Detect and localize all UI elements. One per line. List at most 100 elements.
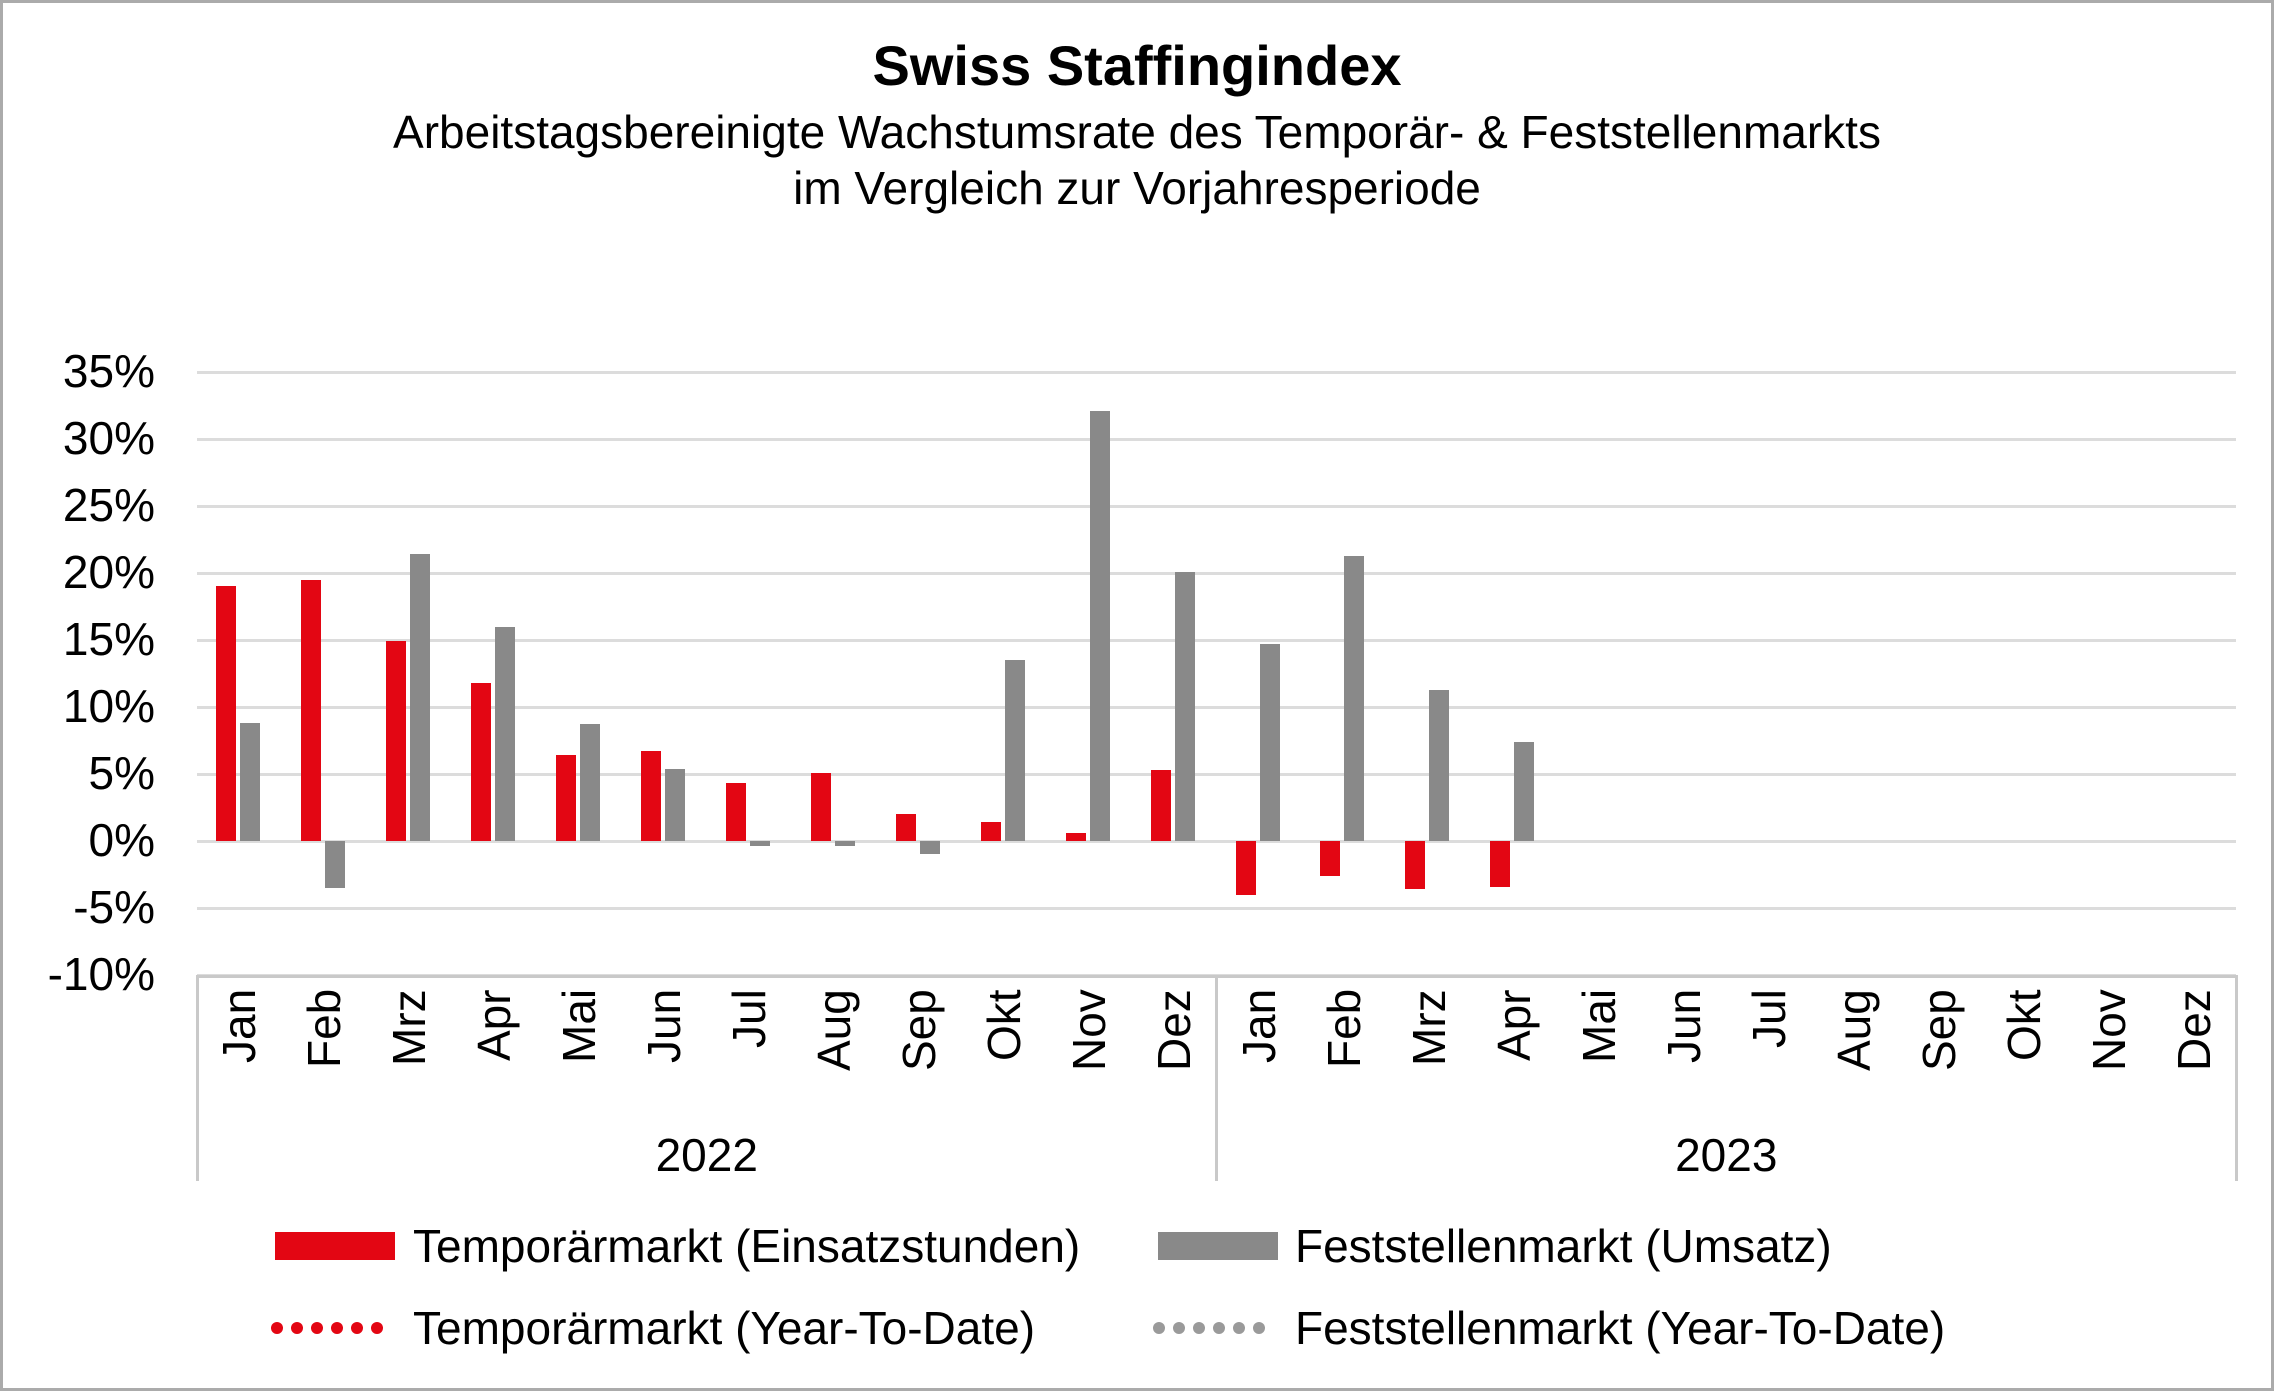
year-label-2023: 2023 [1675, 1129, 1778, 1181]
year-divider-1 [1215, 975, 1218, 1181]
y-axis-tick-label: 30% [62, 412, 155, 464]
bar-feststellenmarkt-Mrz-2022 [409, 554, 430, 841]
gridline-30 [197, 437, 2236, 441]
legend-dotted-swatch-dot [1213, 1322, 1225, 1334]
year-label-2022: 2022 [655, 1129, 758, 1181]
bar-feststellenmarkt-Apr-2022 [494, 626, 515, 841]
y-axis-tick-label: -10% [47, 948, 155, 1000]
month-label-Nov-2023: Nov [2082, 989, 2135, 1071]
legend-label-0: Temporärmarkt (Einsatzstunden) [413, 1220, 1081, 1272]
legend-dotted-swatch-dot [351, 1322, 363, 1334]
bar-feststellenmarkt-Jul-2022 [749, 841, 770, 847]
month-label-Aug-2022: Aug [808, 989, 861, 1071]
y-axis-tick-label: 5% [88, 747, 155, 799]
bar-feststellenmarkt-Feb-2022 [324, 841, 345, 888]
legend-dotted-swatch-dot [1233, 1322, 1245, 1334]
bar-feststellenmarkt-Nov-2022 [1089, 410, 1110, 841]
bar-temporaermarkt-Dez-2022 [1150, 769, 1171, 841]
bar-feststellenmarkt-Dez-2022 [1174, 571, 1195, 841]
month-label-Nov-2022: Nov [1063, 989, 1116, 1071]
chart-title: Swiss Staffingindex [872, 34, 1402, 97]
chart-subtitle-line2: im Vergleich zur Vorjahresperiode [793, 162, 1481, 214]
chart-subtitle-line1: Arbeitstagsbereinigte Wachstumsrate des … [393, 106, 1881, 158]
month-label-Sep-2023: Sep [1912, 989, 1965, 1071]
legend-swatch-feststellenmarkt [1158, 1232, 1278, 1260]
bar-temporaermarkt-Okt-2022 [980, 822, 1001, 841]
bar-temporaermarkt-Mrz-2023 [1405, 841, 1426, 890]
bar-temporaermarkt-Jan-2023 [1235, 841, 1256, 895]
month-label-Dez-2022: Dez [1148, 989, 1201, 1071]
bar-temporaermarkt-Apr-2022 [470, 682, 491, 841]
month-label-Aug-2023: Aug [1827, 989, 1880, 1071]
y-axis-tick-label: 0% [88, 814, 155, 866]
bar-feststellenmarkt-Feb-2023 [1344, 555, 1365, 841]
legend-label-2: Temporärmarkt (Year-To-Date) [413, 1302, 1036, 1354]
month-label-Jan-2022: Jan [213, 989, 266, 1064]
gridline-35 [197, 370, 2236, 374]
month-label-Okt-2022: Okt [978, 989, 1031, 1061]
legend-dotted-swatch-dot [1253, 1322, 1265, 1334]
bar-temporaermarkt-Mrz-2022 [385, 641, 406, 841]
bar-feststellenmarkt-Okt-2022 [1004, 660, 1025, 841]
month-label-Apr-2023: Apr [1487, 989, 1540, 1061]
y-axis-tick-label: 25% [62, 479, 155, 531]
legend-dotted-swatch-dot [311, 1322, 323, 1334]
month-label-Feb-2022: Feb [298, 989, 351, 1069]
gridline-20 [197, 571, 2236, 575]
bar-feststellenmarkt-Mrz-2023 [1429, 689, 1450, 841]
legend-dotted-swatch-dot [1173, 1322, 1185, 1334]
legend-dotted-swatch-dot [331, 1322, 343, 1334]
legend-dotted-swatch-dot [371, 1322, 383, 1334]
bar-temporaermarkt-Jun-2022 [640, 751, 661, 841]
month-label-Jul-2022: Jul [723, 989, 776, 1048]
bar-temporaermarkt-Nov-2022 [1065, 832, 1086, 841]
bar-feststellenmarkt-Jan-2022 [240, 723, 260, 841]
bar-feststellenmarkt-Mai-2022 [579, 724, 600, 841]
month-label-Jun-2022: Jun [638, 989, 691, 1064]
legend-dotted-swatch-dot [1193, 1322, 1205, 1334]
legend-label-1: Feststellenmarkt (Umsatz) [1295, 1220, 1832, 1272]
gridline-0 [197, 839, 2236, 843]
y-axis-tick-label: 10% [62, 680, 155, 732]
legend-swatch-temporaermarkt [275, 1232, 395, 1260]
bar-temporaermarkt-Jan-2022 [216, 586, 236, 841]
bar-temporaermarkt-Mai-2022 [555, 755, 576, 841]
bar-temporaermarkt-Apr-2023 [1490, 841, 1511, 887]
bar-feststellenmarkt-Aug-2022 [834, 841, 855, 847]
gridline-15 [197, 638, 2236, 642]
y-axis-tick-label: 20% [62, 546, 155, 598]
gridline-10 [197, 705, 2236, 709]
month-label-Mai-2023: Mai [1572, 989, 1625, 1064]
bar-feststellenmarkt-Apr-2023 [1514, 741, 1535, 841]
bar-feststellenmarkt-Sep-2022 [919, 841, 940, 855]
legend-label-3: Feststellenmarkt (Year-To-Date) [1295, 1302, 1946, 1354]
month-label-Mrz-2023: Mrz [1402, 989, 1455, 1066]
legend-dotted-swatch-dot [1153, 1322, 1165, 1334]
month-label-Sep-2022: Sep [893, 989, 946, 1071]
month-label-Jun-2023: Jun [1657, 989, 1710, 1064]
month-label-Feb-2023: Feb [1317, 989, 1370, 1069]
year-divider-2 [2234, 975, 2238, 1181]
y-axis-tick-label: -5% [73, 881, 155, 933]
month-label-Okt-2023: Okt [1997, 989, 2050, 1061]
month-label-Mai-2022: Mai [553, 989, 606, 1064]
y-axis-tick-label: 15% [62, 613, 155, 665]
month-label-Jul-2023: Jul [1742, 989, 1795, 1048]
bar-feststellenmarkt-Jun-2022 [664, 768, 685, 841]
bar-temporaermarkt-Aug-2022 [810, 772, 831, 841]
gridline--5 [197, 906, 2236, 910]
gridline-25 [197, 504, 2236, 508]
month-label-Apr-2022: Apr [468, 989, 521, 1061]
bar-temporaermarkt-Feb-2023 [1320, 841, 1341, 876]
legend-dotted-swatch-dot [271, 1322, 283, 1334]
year-divider-0 [195, 975, 199, 1181]
month-label-Jan-2023: Jan [1232, 989, 1285, 1064]
month-label-Dez-2023: Dez [2167, 989, 2220, 1071]
y-axis-tick-label: 35% [62, 345, 155, 397]
bar-feststellenmarkt-Jan-2023 [1259, 644, 1280, 841]
bar-temporaermarkt-Feb-2022 [300, 579, 321, 841]
bar-temporaermarkt-Sep-2022 [895, 814, 916, 841]
legend-dotted-swatch-dot [291, 1322, 303, 1334]
bar-temporaermarkt-Jul-2022 [725, 783, 746, 841]
